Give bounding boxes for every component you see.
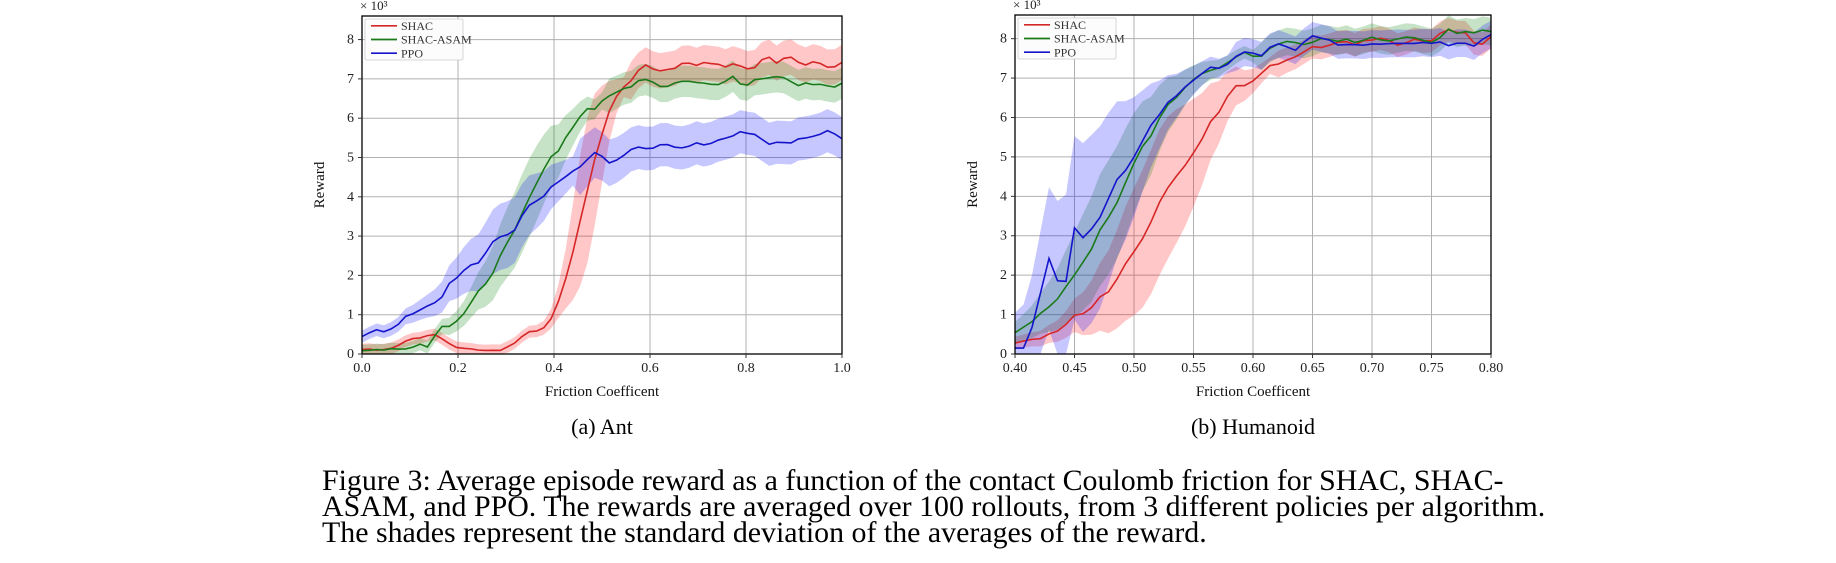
- svg-text:0: 0: [347, 347, 354, 362]
- svg-text:2: 2: [1000, 268, 1007, 283]
- svg-text:0.8: 0.8: [737, 361, 755, 376]
- svg-text:(a) Ant: (a) Ant: [571, 414, 633, 439]
- svg-text:0.2: 0.2: [449, 361, 467, 376]
- svg-text:0.70: 0.70: [1360, 361, 1385, 376]
- svg-text:SHAC: SHAC: [401, 19, 433, 33]
- svg-text:2: 2: [347, 268, 354, 283]
- svg-text:PPO: PPO: [1054, 45, 1076, 59]
- svg-text:1: 1: [347, 308, 354, 323]
- svg-text:SHAC: SHAC: [1054, 18, 1086, 32]
- svg-text:1: 1: [1000, 308, 1007, 323]
- svg-text:6: 6: [347, 111, 354, 126]
- svg-text:0: 0: [1000, 347, 1007, 362]
- svg-text:7: 7: [347, 72, 354, 87]
- svg-text:Reward: Reward: [312, 161, 328, 208]
- svg-text:4: 4: [1000, 189, 1007, 204]
- svg-text:4: 4: [347, 190, 354, 205]
- svg-text:0.65: 0.65: [1300, 361, 1325, 376]
- svg-text:0.75: 0.75: [1419, 361, 1444, 376]
- svg-text:SHAC-ASAM: SHAC-ASAM: [401, 33, 472, 47]
- svg-text:0.4: 0.4: [545, 361, 563, 376]
- svg-text:Friction Coefficent: Friction Coefficent: [1196, 384, 1311, 400]
- svg-text:Reward: Reward: [965, 161, 981, 208]
- svg-text:6: 6: [1000, 110, 1007, 125]
- svg-text:5: 5: [347, 150, 354, 165]
- svg-text:3: 3: [347, 229, 354, 244]
- svg-text:1.0: 1.0: [833, 361, 851, 376]
- svg-text:Friction Coefficent: Friction Coefficent: [545, 384, 660, 400]
- svg-text:(b) Humanoid: (b) Humanoid: [1191, 414, 1315, 439]
- svg-text:SHAC-ASAM: SHAC-ASAM: [1054, 32, 1125, 46]
- svg-text:8: 8: [1000, 32, 1007, 47]
- svg-text:× 10³: × 10³: [1013, 0, 1041, 12]
- svg-text:0.40: 0.40: [1003, 361, 1028, 376]
- svg-text:0.45: 0.45: [1062, 361, 1087, 376]
- svg-text:× 10³: × 10³: [360, 0, 388, 13]
- svg-text:0.80: 0.80: [1479, 361, 1504, 376]
- svg-text:PPO: PPO: [401, 46, 423, 60]
- svg-text:8: 8: [347, 33, 354, 48]
- svg-text:0.6: 0.6: [641, 361, 659, 376]
- svg-text:0.0: 0.0: [353, 361, 371, 376]
- svg-text:0.50: 0.50: [1122, 361, 1147, 376]
- svg-text:3: 3: [1000, 229, 1007, 244]
- svg-text:0.60: 0.60: [1241, 361, 1266, 376]
- svg-text:5: 5: [1000, 150, 1007, 165]
- svg-text:7: 7: [1000, 71, 1007, 86]
- svg-text:0.55: 0.55: [1181, 361, 1206, 376]
